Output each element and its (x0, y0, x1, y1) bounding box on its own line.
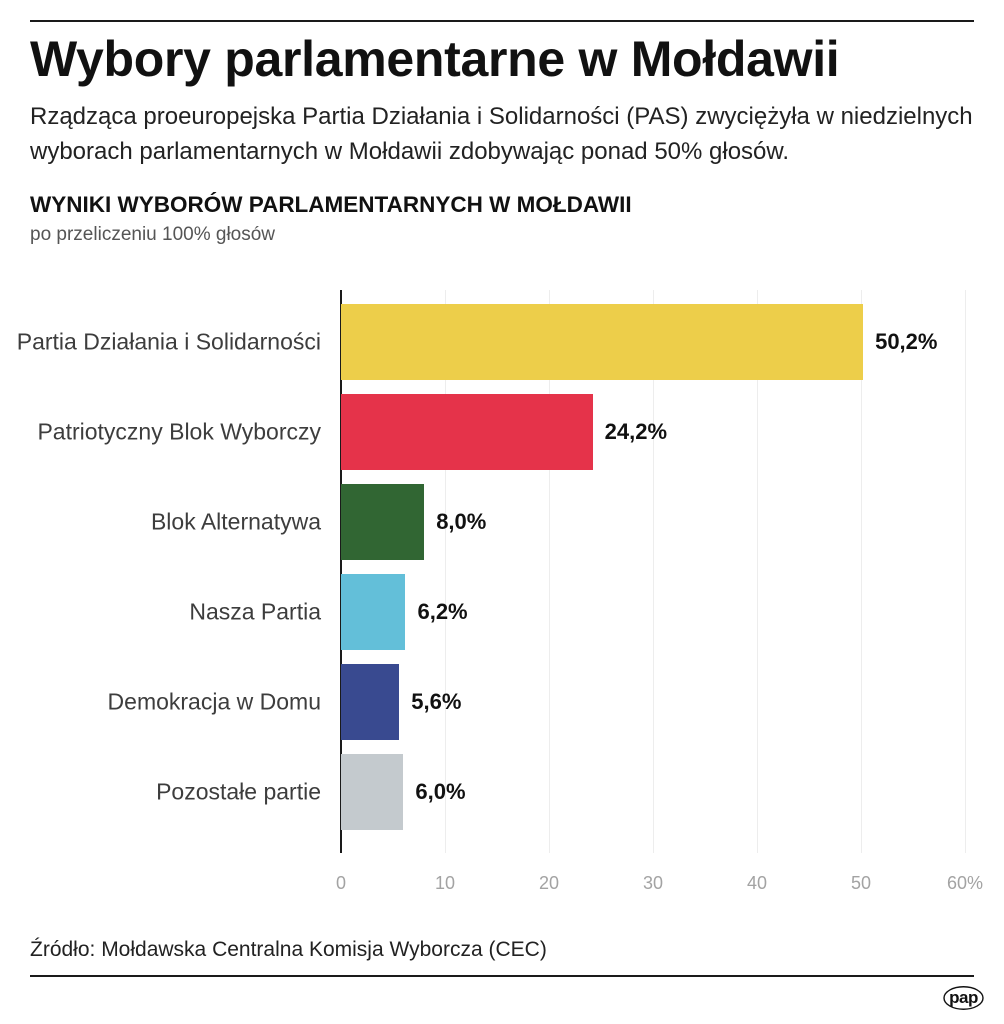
svg-text:pap: pap (949, 988, 978, 1007)
